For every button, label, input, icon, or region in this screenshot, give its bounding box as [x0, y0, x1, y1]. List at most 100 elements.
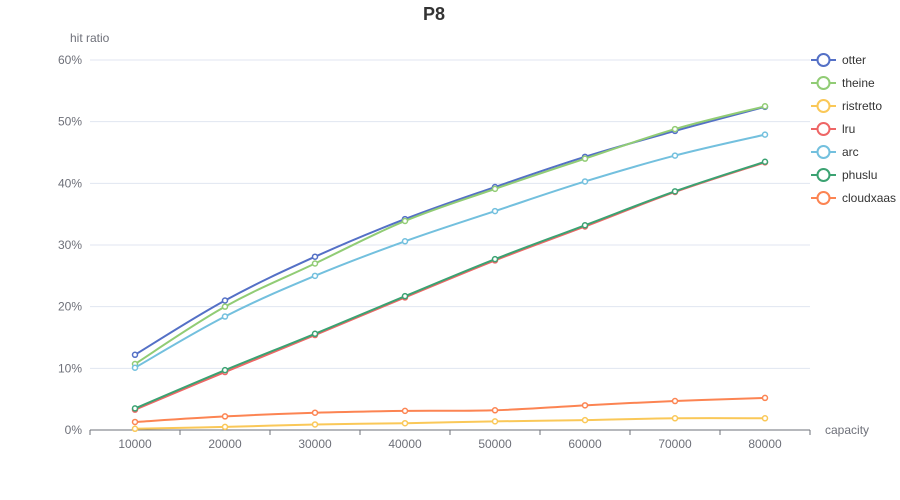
data-point-arc — [671, 152, 679, 159]
y-tick-label: 50% — [58, 115, 82, 129]
legend-circle-icon — [816, 76, 831, 90]
legend-circle-icon — [816, 168, 831, 182]
data-point-phuslu — [311, 330, 319, 338]
data-point-cloudxaas — [221, 413, 229, 420]
series-arc — [131, 131, 769, 371]
legend-item-cloudxaas[interactable]: cloudxaas — [811, 191, 896, 205]
data-point-theine — [491, 185, 499, 193]
data-point-ristretto — [131, 425, 139, 433]
data-point-ristretto — [401, 419, 409, 427]
legend: otter theine ristretto lru arc phuslu cloudxaa… — [811, 53, 896, 205]
data-point-theine — [761, 103, 769, 110]
legend-item-ristretto[interactable]: ristretto — [811, 99, 882, 113]
legend-circle-icon — [816, 122, 831, 136]
data-point-ristretto — [311, 421, 319, 428]
data-point-ristretto — [221, 423, 229, 431]
series-phuslu — [131, 158, 769, 412]
series-otter — [131, 103, 769, 359]
y-axis: 0% 10% 20% 30% 40% 50% 60% — [58, 53, 82, 437]
legend-item-lru[interactable]: lru — [811, 122, 855, 136]
data-point-phuslu — [491, 255, 499, 263]
legend-label: arc — [842, 145, 859, 159]
legend-item-phuslu[interactable]: phuslu — [811, 168, 877, 182]
data-point-theine — [401, 217, 409, 225]
legend-label: cloudxaas — [842, 191, 896, 205]
data-point-cloudxaas — [581, 402, 589, 409]
x-tick-label: 20000 — [208, 437, 242, 451]
legend-circle-icon — [816, 191, 831, 205]
x-tick-label: 60000 — [568, 437, 602, 451]
data-point-otter — [221, 297, 229, 304]
data-point-phuslu — [671, 188, 679, 195]
data-point-phuslu — [131, 405, 139, 412]
x-tick-label: 30000 — [298, 437, 332, 451]
data-point-cloudxaas — [491, 407, 499, 414]
data-point-theine — [581, 155, 589, 162]
data-point-ristretto — [491, 418, 499, 425]
series-cloudxaas — [131, 394, 769, 426]
data-point-phuslu — [401, 292, 409, 300]
series-line-lru — [134, 161, 766, 411]
data-point-otter — [131, 351, 139, 359]
y-tick-label: 0% — [65, 423, 83, 437]
x-tick-label: 80000 — [748, 437, 782, 451]
data-point-cloudxaas — [131, 418, 139, 426]
data-point-ristretto — [761, 415, 769, 422]
x-tick-label: 10000 — [118, 437, 152, 451]
legend-label: lru — [842, 122, 855, 136]
x-axis: 10000 20000 30000 40000 50000 60000 70000 80000 — [89, 429, 811, 451]
x-tick-label: 50000 — [478, 437, 512, 451]
data-point-arc — [311, 272, 319, 280]
series-line-ristretto — [134, 417, 766, 430]
x-tick-label: 70000 — [658, 437, 692, 451]
y-tick-label: 30% — [58, 238, 82, 252]
data-point-phuslu — [221, 366, 229, 374]
legend-label: ristretto — [842, 99, 882, 113]
series-line-theine — [134, 105, 766, 365]
legend-item-arc[interactable]: arc — [811, 145, 859, 159]
legend-label: theine — [842, 76, 875, 90]
legend-circle-icon — [816, 99, 831, 113]
x-tick-label: 40000 — [388, 437, 422, 451]
data-point-cloudxaas — [401, 407, 409, 415]
data-point-cloudxaas — [671, 397, 679, 405]
y-tick-label: 10% — [58, 361, 82, 375]
series-line-otter — [134, 105, 766, 356]
series-lru — [131, 159, 769, 413]
data-point-phuslu — [581, 222, 589, 229]
y-tick-label: 60% — [58, 53, 82, 67]
data-point-arc — [491, 207, 499, 215]
chart-title: P8 — [423, 4, 445, 24]
data-point-arc — [221, 313, 229, 320]
data-point-cloudxaas — [761, 394, 769, 402]
legend-circle-icon — [816, 53, 831, 67]
data-point-theine — [221, 303, 229, 310]
series-line-arc — [134, 133, 766, 369]
data-point-arc — [131, 364, 139, 371]
series-line-cloudxaas — [134, 396, 766, 423]
data-point-ristretto — [671, 415, 679, 422]
series-line-phuslu — [134, 160, 766, 410]
series-ristretto — [131, 415, 769, 433]
y-tick-label: 40% — [58, 176, 82, 190]
series-layer — [131, 103, 769, 433]
legend-item-otter[interactable]: otter — [811, 53, 866, 67]
series-theine — [131, 103, 769, 368]
data-point-cloudxaas — [311, 409, 319, 416]
data-point-arc — [761, 131, 769, 138]
data-point-theine — [311, 260, 319, 267]
legend-circle-icon — [816, 145, 831, 159]
data-point-otter — [311, 253, 319, 260]
data-point-arc — [581, 178, 589, 185]
grid-lines — [90, 59, 810, 369]
legend-item-theine[interactable]: theine — [811, 76, 875, 90]
x-axis-label: capacity — [825, 423, 869, 437]
data-point-ristretto — [581, 416, 589, 424]
legend-label: otter — [842, 53, 866, 67]
legend-label: phuslu — [842, 168, 877, 182]
data-point-theine — [671, 125, 679, 133]
data-point-arc — [401, 238, 409, 245]
y-tick-label: 20% — [58, 300, 82, 314]
data-point-phuslu — [761, 158, 769, 165]
